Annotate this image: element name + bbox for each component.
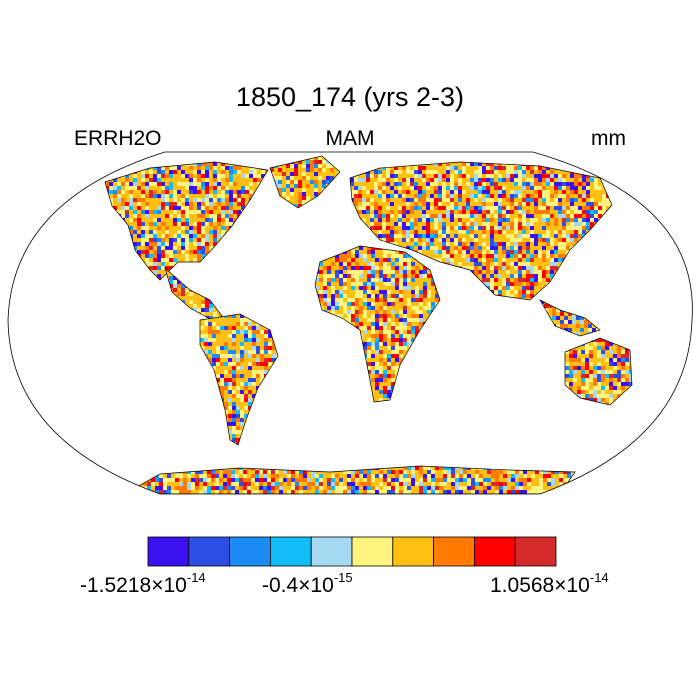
coastline [314, 245, 441, 403]
colorbar-swatch [188, 536, 231, 567]
colorbar-swatch [269, 536, 312, 567]
colorbar-swatch [433, 536, 475, 567]
colorbar-label-mid: -0.4×10-15 [262, 570, 353, 597]
coastline [349, 161, 613, 301]
landmass [200, 314, 278, 445]
coastline [564, 337, 633, 406]
coastline [269, 155, 341, 209]
colorbar-swatch [514, 536, 557, 567]
colorbar [147, 536, 557, 567]
variable-label: ERRH2O [74, 127, 162, 150]
colorbar-swatch [392, 536, 434, 567]
coastline [104, 161, 269, 281]
globe-outline [7, 151, 693, 495]
units-label: mm [591, 127, 626, 150]
landmass [540, 300, 600, 336]
land-data-field [104, 155, 633, 494]
landmass [105, 162, 268, 280]
colorbar-swatch [473, 536, 516, 567]
coastline [539, 299, 601, 337]
colorbar-swatch [351, 536, 394, 567]
map-title: 1850_174 (yrs 2-3) [235, 82, 465, 112]
colorbar-swatch [310, 536, 353, 567]
coastline [199, 313, 279, 446]
season-label: MAM [325, 127, 375, 150]
colorbar-label-max: 1.0568×10-14 [490, 570, 609, 597]
colorbar-swatch [229, 536, 271, 567]
colorbar-label-min: -1.5218×10-14 [80, 570, 206, 597]
colorbar-swatch [147, 536, 190, 567]
